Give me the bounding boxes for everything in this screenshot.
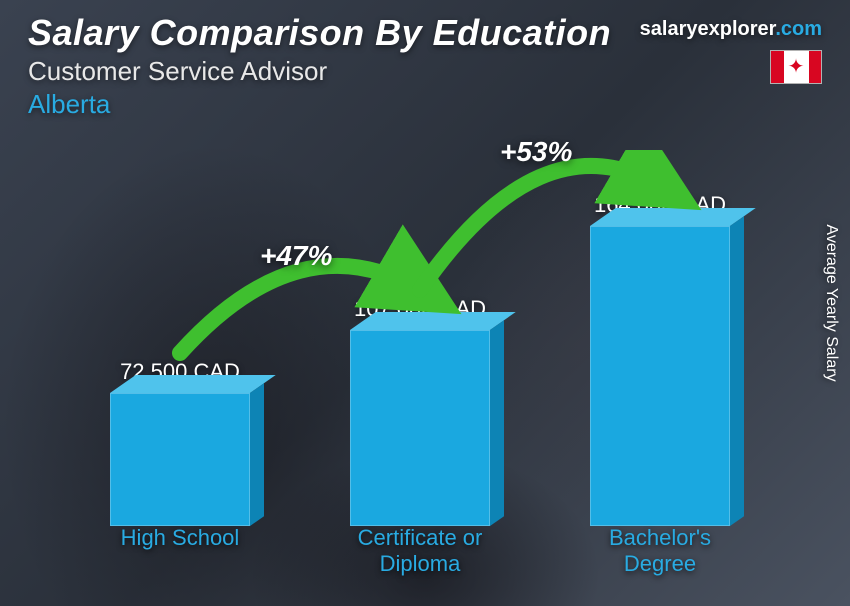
- brand-suffix: .com: [775, 18, 822, 40]
- chart-region: Alberta: [28, 89, 822, 120]
- increase-pct-1: +53%: [500, 136, 572, 168]
- x-label-2: Bachelor'sDegree: [540, 525, 780, 576]
- bar-front: [350, 330, 490, 526]
- flag-icon: ✦: [770, 50, 822, 84]
- bar-front: [590, 226, 730, 526]
- bars-container: 72,500 CAD107,000 CAD164,000 CAD: [60, 150, 780, 526]
- bar3d-0: [110, 393, 250, 526]
- bar3d-1: [350, 330, 490, 526]
- flag-stripe-right: [809, 51, 822, 83]
- bar-top: [110, 375, 276, 393]
- y-axis-label: Average Yearly Salary: [822, 224, 840, 381]
- bar-side: [250, 383, 264, 526]
- x-label-1: Certificate orDiploma: [300, 525, 540, 576]
- x-labels: High SchoolCertificate orDiplomaBachelor…: [60, 525, 780, 576]
- bar-2: 164,000 CAD: [540, 192, 780, 526]
- maple-leaf-icon: ✦: [788, 57, 805, 77]
- bar-top: [590, 208, 756, 226]
- flag-center: ✦: [784, 51, 809, 83]
- flag-stripe-left: [771, 51, 784, 83]
- brand-logo: salaryexplorer.com: [640, 18, 822, 41]
- bar-front: [110, 393, 250, 526]
- bar-top: [350, 312, 516, 330]
- bar-side: [730, 216, 744, 526]
- increase-pct-0: +47%: [260, 240, 332, 272]
- bar-chart: 72,500 CAD107,000 CAD164,000 CAD High Sc…: [60, 150, 780, 576]
- bar3d-2: [590, 226, 730, 526]
- bar-0: 72,500 CAD: [60, 359, 300, 526]
- brand-text: salaryexplorer: [640, 18, 776, 40]
- x-label-0: High School: [60, 525, 300, 576]
- bar-1: 107,000 CAD: [300, 296, 540, 526]
- bar-side: [490, 320, 504, 526]
- chart-subtitle: Customer Service Advisor: [28, 56, 822, 87]
